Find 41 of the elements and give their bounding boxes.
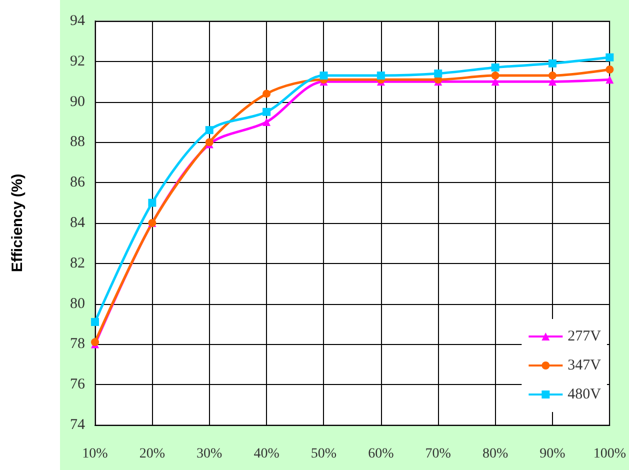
- y-tick-label: 90: [70, 94, 85, 110]
- x-tick-label: 50%: [310, 446, 337, 462]
- point: [262, 90, 271, 98]
- point: [491, 72, 500, 80]
- point: [548, 72, 556, 80]
- legend-label: 480V: [568, 386, 602, 402]
- x-tick-label: 60%: [368, 446, 394, 462]
- point: [262, 118, 271, 126]
- y-tick-label: 74: [70, 417, 86, 433]
- y-tick-label: 94: [70, 13, 86, 29]
- point: [548, 59, 556, 68]
- y-tick-label: 92: [70, 53, 85, 70]
- x-tick-label: 30%: [196, 446, 223, 462]
- point: [205, 126, 214, 134]
- point: [262, 108, 271, 116]
- point: [606, 53, 614, 62]
- y-tick-label: 86: [70, 174, 86, 191]
- y-tick-label: 80: [70, 296, 85, 312]
- x-tick-label: 40%: [254, 446, 280, 462]
- x-tick-label: 100%: [593, 446, 626, 462]
- y-tick-label: 82: [70, 255, 85, 272]
- x-tick-label: 70%: [425, 446, 452, 462]
- x-tick-label: 20%: [139, 446, 166, 462]
- point: [491, 63, 500, 72]
- point: [320, 72, 328, 80]
- point: [148, 198, 156, 207]
- x-tick-label: 90%: [540, 446, 566, 462]
- y-tick-label: 88: [70, 134, 85, 150]
- point: [606, 65, 614, 74]
- point: [434, 70, 442, 78]
- legend-label: 277V: [568, 328, 602, 344]
- y-axis-title: Efficiency (%): [9, 174, 26, 272]
- y-tick-label: 84: [70, 215, 86, 231]
- y-tick-label: 76: [70, 376, 86, 393]
- y-tick-label: 78: [70, 336, 85, 352]
- point: [91, 318, 99, 326]
- legend-label: 347V: [568, 358, 602, 374]
- point: [376, 72, 385, 80]
- x-tick-label: 10%: [82, 446, 108, 462]
- x-tick-label: 80%: [482, 446, 508, 462]
- point: [606, 76, 614, 84]
